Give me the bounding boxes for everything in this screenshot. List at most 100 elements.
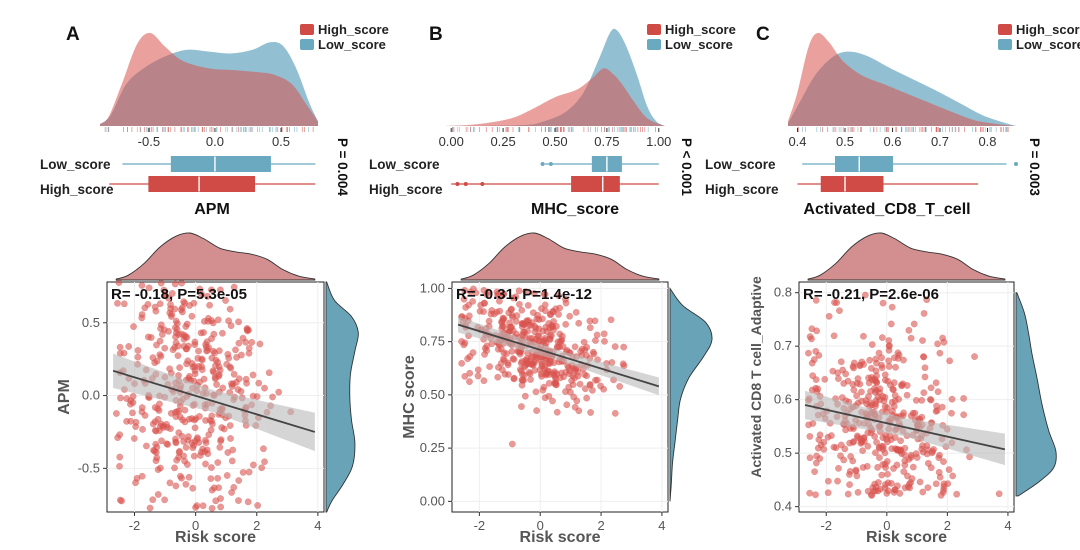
scatter-point bbox=[173, 326, 181, 333]
x-tick-label: 4 bbox=[1004, 518, 1011, 533]
scatter-point bbox=[255, 379, 263, 387]
scatter-point bbox=[884, 479, 892, 487]
scatter-point bbox=[912, 450, 920, 458]
scatter-point bbox=[836, 307, 843, 315]
scatter-point bbox=[556, 330, 564, 338]
scatter-point bbox=[261, 458, 268, 466]
scatter-point bbox=[813, 327, 821, 335]
scatter-point bbox=[907, 334, 915, 342]
scatter-point bbox=[226, 305, 234, 313]
scatter-point bbox=[934, 388, 942, 396]
scatter-point bbox=[921, 364, 929, 372]
scatter-point bbox=[895, 395, 903, 403]
scatter-point bbox=[466, 353, 474, 360]
scatter-point bbox=[824, 489, 832, 497]
scatter-point bbox=[198, 290, 205, 298]
box-outlier bbox=[548, 162, 553, 166]
scatter-point bbox=[202, 460, 209, 468]
scatter-point bbox=[919, 337, 926, 344]
scatter-point bbox=[513, 312, 521, 320]
scatter-point bbox=[499, 355, 507, 363]
scatter-point bbox=[182, 480, 190, 488]
legend-swatch-low bbox=[647, 39, 661, 50]
scatter-point bbox=[839, 366, 847, 374]
y-tick-label: 0.4 bbox=[774, 499, 792, 514]
y-tick-label: 1.00 bbox=[420, 280, 445, 295]
scatter-point bbox=[116, 453, 124, 461]
scatter-point bbox=[507, 306, 515, 314]
group-label-high: High_score bbox=[705, 182, 779, 197]
scatter-point bbox=[527, 376, 534, 383]
scatter-point bbox=[245, 326, 252, 334]
regression-line bbox=[804, 404, 1006, 451]
regression-line bbox=[457, 323, 660, 388]
scatter-point bbox=[546, 332, 554, 339]
scatter-point bbox=[938, 403, 946, 411]
y-tick-label: 0.5 bbox=[774, 445, 792, 460]
scatter-point bbox=[871, 432, 879, 440]
x-tick-label: 2 bbox=[944, 518, 951, 533]
scatter-point bbox=[920, 353, 928, 361]
scatter-point bbox=[881, 376, 889, 384]
scatter-point bbox=[939, 334, 947, 342]
group-label-high: High_score bbox=[40, 182, 114, 197]
scatter-point bbox=[242, 338, 250, 346]
scatter-point bbox=[214, 459, 222, 466]
density-x-tick-label: 0.0 bbox=[206, 134, 224, 149]
scatter-point bbox=[945, 466, 953, 474]
scatter-point bbox=[878, 471, 886, 479]
scatter-point bbox=[130, 435, 138, 442]
legend-swatch-high bbox=[998, 24, 1012, 35]
scatter-plot: R= -0.21, P=2.6e-06 -2 0 2 4 0.8 0.7 0.6 0.5 0.4 R… bbox=[748, 276, 1015, 546]
scatter-point bbox=[518, 381, 526, 389]
scatter-point bbox=[935, 454, 943, 462]
scatter-point bbox=[888, 303, 896, 311]
scatter-point bbox=[569, 381, 577, 388]
scatter-point bbox=[932, 407, 940, 415]
variable-label: APM bbox=[194, 201, 230, 218]
scatter-point bbox=[586, 381, 594, 388]
density-x-tick-label: 0.25 bbox=[490, 134, 515, 149]
scatter-point bbox=[484, 288, 492, 296]
scatter-point bbox=[218, 424, 226, 431]
scatter-point bbox=[225, 354, 233, 362]
scatter-point bbox=[156, 464, 164, 472]
scatter-point bbox=[472, 289, 480, 297]
scatter-point bbox=[161, 291, 169, 299]
scatter-point bbox=[275, 388, 283, 396]
scatter-point bbox=[116, 343, 124, 351]
legend-label: High_score bbox=[318, 22, 389, 37]
scatter-point bbox=[138, 282, 146, 289]
scatter-point bbox=[571, 374, 579, 382]
scatter-point bbox=[903, 391, 911, 399]
scatter-point bbox=[120, 349, 128, 357]
scatter-point bbox=[885, 357, 893, 365]
density-x-tick-label: 0.8 bbox=[978, 134, 996, 149]
scatter-point bbox=[211, 373, 219, 381]
scatter-point bbox=[901, 451, 908, 459]
scatter-point bbox=[611, 409, 619, 417]
scatter-point bbox=[197, 329, 205, 337]
scatter-point bbox=[812, 459, 820, 467]
y-tick-label: -0.5 bbox=[78, 460, 100, 475]
scatter-point bbox=[214, 474, 222, 482]
group-label-low: Low_score bbox=[705, 157, 776, 172]
scatter-point bbox=[209, 367, 217, 375]
scatter-point bbox=[829, 367, 837, 375]
correlation-annotation: R= -0.21, P=2.6e-06 bbox=[803, 286, 939, 303]
scatter-point bbox=[154, 491, 162, 498]
scatter-point bbox=[808, 359, 816, 367]
scatter-point bbox=[940, 480, 948, 488]
scatter-point bbox=[872, 367, 880, 375]
scatter-point bbox=[481, 350, 488, 358]
scatter-point bbox=[820, 438, 828, 446]
scatter-point bbox=[853, 472, 861, 480]
scatter-point bbox=[927, 464, 935, 472]
scatter-point bbox=[182, 333, 189, 341]
x-tick-label: 0 bbox=[883, 518, 890, 533]
scatter-point bbox=[545, 392, 553, 400]
scatter-point bbox=[524, 302, 532, 309]
scatter-point bbox=[172, 482, 180, 490]
scatter-point bbox=[879, 299, 887, 307]
scatter-point bbox=[907, 412, 915, 420]
